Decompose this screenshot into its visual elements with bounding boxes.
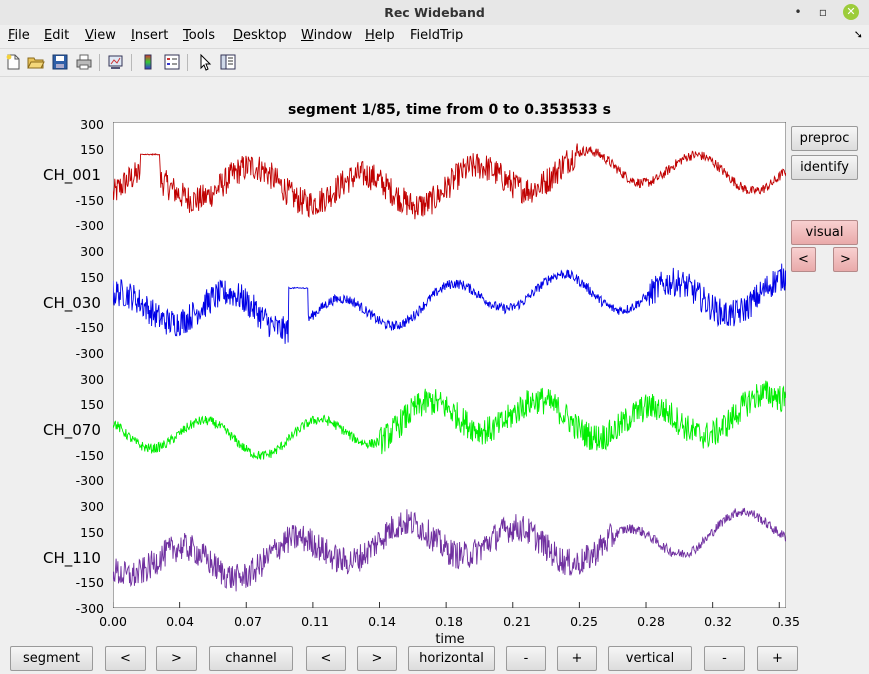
- menu-desktop[interactable]: Desktop: [233, 28, 287, 43]
- x-tick-label: 0.14: [368, 614, 396, 629]
- menu-help[interactable]: Help: [365, 28, 395, 43]
- x-tick-label: 0.32: [704, 614, 732, 629]
- arrow-icon[interactable]: ➘: [853, 28, 863, 41]
- prev-button[interactable]: <: [791, 247, 816, 272]
- next-button[interactable]: >: [833, 247, 858, 272]
- x-axis-label: time: [435, 632, 465, 647]
- identify-button[interactable]: identify: [791, 155, 858, 180]
- window-title: Rec Wideband: [384, 5, 485, 20]
- x-tick-label: 0.35: [772, 614, 800, 629]
- plot-axes[interactable]: [113, 122, 786, 608]
- link-plot-icon[interactable]: [107, 53, 125, 71]
- trace-ch-030: [113, 263, 786, 344]
- y-tick-label: -150: [75, 448, 104, 463]
- trace-ch-001: [113, 143, 786, 220]
- open-icon[interactable]: [27, 53, 45, 71]
- channel-label: CH_030: [43, 294, 101, 312]
- horizontal-plus-button[interactable]: +: [557, 646, 597, 671]
- channel-next-button[interactable]: >: [357, 646, 397, 671]
- y-tick-label: 150: [80, 397, 104, 412]
- x-tick-label: 0.00: [99, 614, 127, 629]
- y-tick-label: 300: [80, 244, 104, 259]
- menu-window[interactable]: Window: [301, 28, 353, 43]
- window-titlebar: Rec Wideband • ▫ ✕: [0, 0, 869, 26]
- x-tick-label: 0.04: [166, 614, 194, 629]
- y-tick-label: -150: [75, 193, 104, 208]
- y-tick-label: -300: [75, 346, 104, 361]
- channel-label: CH_001: [43, 166, 101, 184]
- preproc-button[interactable]: preproc: [791, 126, 858, 151]
- y-tick-label: -300: [75, 473, 104, 488]
- colorbar-icon[interactable]: [139, 53, 157, 71]
- y-tick-label: 300: [80, 499, 104, 514]
- vertical-button[interactable]: vertical: [608, 646, 692, 671]
- toolbar-separator: [99, 54, 100, 71]
- y-tick-label: -300: [75, 601, 104, 616]
- x-tick-label: 0.07: [234, 614, 262, 629]
- menu-view[interactable]: View: [85, 28, 116, 43]
- horizontal-button[interactable]: horizontal: [408, 646, 495, 671]
- menu-tools[interactable]: Tools: [183, 28, 216, 43]
- trace-ch-110: [113, 507, 786, 592]
- vertical-minus-button[interactable]: -: [704, 646, 745, 671]
- new-figure-icon[interactable]: [4, 53, 22, 71]
- channel-button[interactable]: channel: [209, 646, 293, 671]
- x-tick-label: 0.11: [301, 614, 329, 629]
- y-tick-label: 300: [80, 372, 104, 387]
- vertical-plus-button[interactable]: +: [757, 646, 798, 671]
- toolbar: [0, 48, 869, 77]
- segment-prev-button[interactable]: <: [105, 646, 146, 671]
- channel-label: CH_110: [43, 549, 101, 567]
- segment-button[interactable]: segment: [10, 646, 93, 671]
- y-tick-label: 300: [80, 117, 104, 132]
- segment-next-button[interactable]: >: [156, 646, 197, 671]
- property-editor-icon[interactable]: [219, 53, 237, 71]
- minimize-icon[interactable]: •: [794, 5, 802, 19]
- y-tick-label: -150: [75, 320, 104, 335]
- toolbar-separator: [131, 54, 132, 71]
- x-tick-label: 0.25: [570, 614, 598, 629]
- save-icon[interactable]: [51, 53, 69, 71]
- close-icon[interactable]: ✕: [843, 4, 859, 20]
- channel-prev-button[interactable]: <: [306, 646, 346, 671]
- maximize-icon[interactable]: ▫: [818, 5, 828, 19]
- print-icon[interactable]: [75, 53, 93, 71]
- channel-label: CH_070: [43, 421, 101, 439]
- y-tick-label: 150: [80, 525, 104, 540]
- menu-bar: File Edit View Insert Tools Desktop Wind…: [0, 25, 869, 47]
- x-tick-label: 0.18: [435, 614, 463, 629]
- visual-button[interactable]: visual: [791, 220, 858, 245]
- y-tick-label: 150: [80, 270, 104, 285]
- menu-file[interactable]: File: [8, 28, 30, 43]
- y-tick-label: -300: [75, 218, 104, 233]
- trace-ch-070: [113, 380, 786, 460]
- plot-title: segment 1/85, time from 0 to 0.353533 s: [287, 102, 612, 118]
- toolbar-separator: [187, 54, 188, 71]
- y-tick-label: -150: [75, 575, 104, 590]
- y-tick-label: 150: [80, 142, 104, 157]
- menu-insert[interactable]: Insert: [131, 28, 169, 43]
- horizontal-minus-button[interactable]: -: [506, 646, 546, 671]
- menu-fieldtrip[interactable]: FieldTrip: [410, 28, 464, 43]
- x-tick-label: 0.21: [503, 614, 531, 629]
- pointer-icon[interactable]: [196, 53, 214, 71]
- menu-edit[interactable]: Edit: [44, 28, 70, 43]
- x-tick-label: 0.28: [637, 614, 665, 629]
- legend-icon[interactable]: [163, 53, 181, 71]
